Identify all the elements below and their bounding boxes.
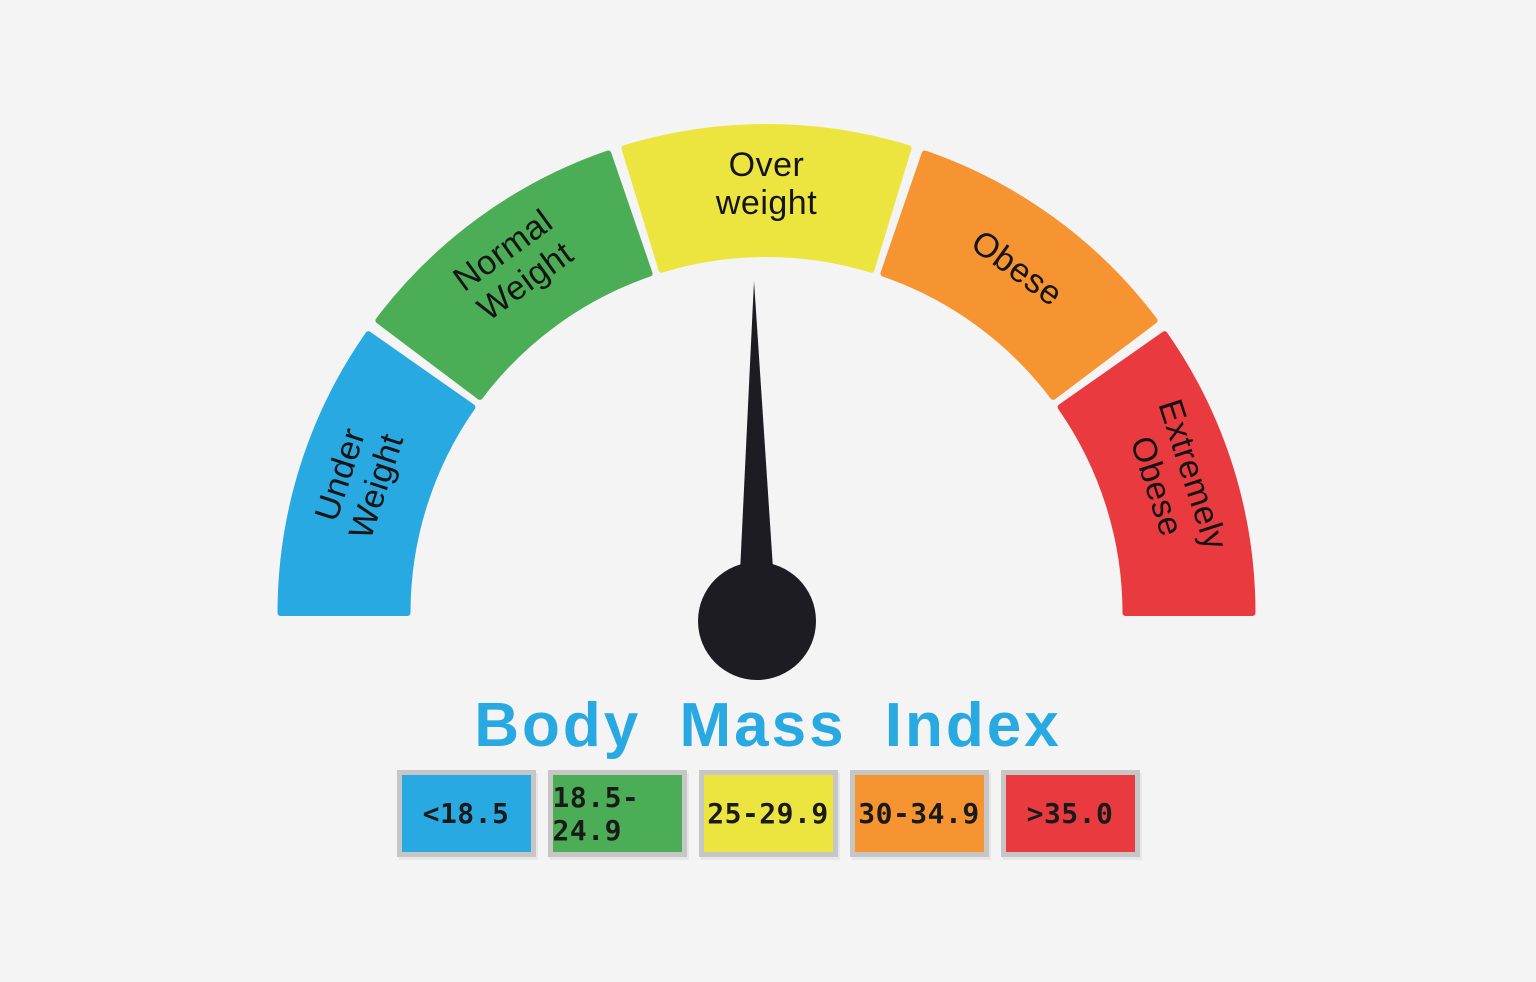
gauge-needle [698,281,816,680]
gauge-segment-obese [880,150,1158,400]
legend-item-range-label: 25-29.9 [707,797,829,830]
legend-item-obese: 30-34.9 [849,770,989,857]
legend: <18.5 18.5-24.9 25-29.9 30-34.9 >35.0 [0,770,1536,857]
gauge-segment-label-overweight-line1: Over [729,146,805,184]
legend-item-extremely-obese: >35.0 [1000,770,1140,857]
gauge-segment-overweight [621,123,912,273]
gauge-segment-label-overweight-line2: weight [715,184,817,222]
needle-hub-icon [698,562,816,680]
legend-item-normal-weight: 18.5-24.9 [547,770,687,857]
gauge-segment-underweight [277,331,476,616]
gauge-segment-extremely-obese [1057,331,1256,616]
chart-title: Body Mass Index [474,691,1062,760]
legend-item-range-label: >35.0 [1026,797,1114,830]
legend-item-range-label: 30-34.9 [858,797,980,830]
gauge-segment-normal-weight [375,150,653,400]
needle-pointer-icon [738,281,776,614]
legend-item-overweight: 25-29.9 [698,770,838,857]
legend-item-range-label: 18.5-24.9 [552,780,640,847]
legend-item-underweight: <18.5 [396,770,536,857]
gauge-segments [277,123,1256,616]
legend-item-range-label: <18.5 [422,797,510,830]
